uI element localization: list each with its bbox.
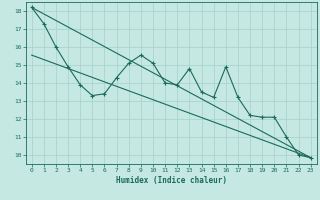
X-axis label: Humidex (Indice chaleur): Humidex (Indice chaleur): [116, 176, 227, 185]
